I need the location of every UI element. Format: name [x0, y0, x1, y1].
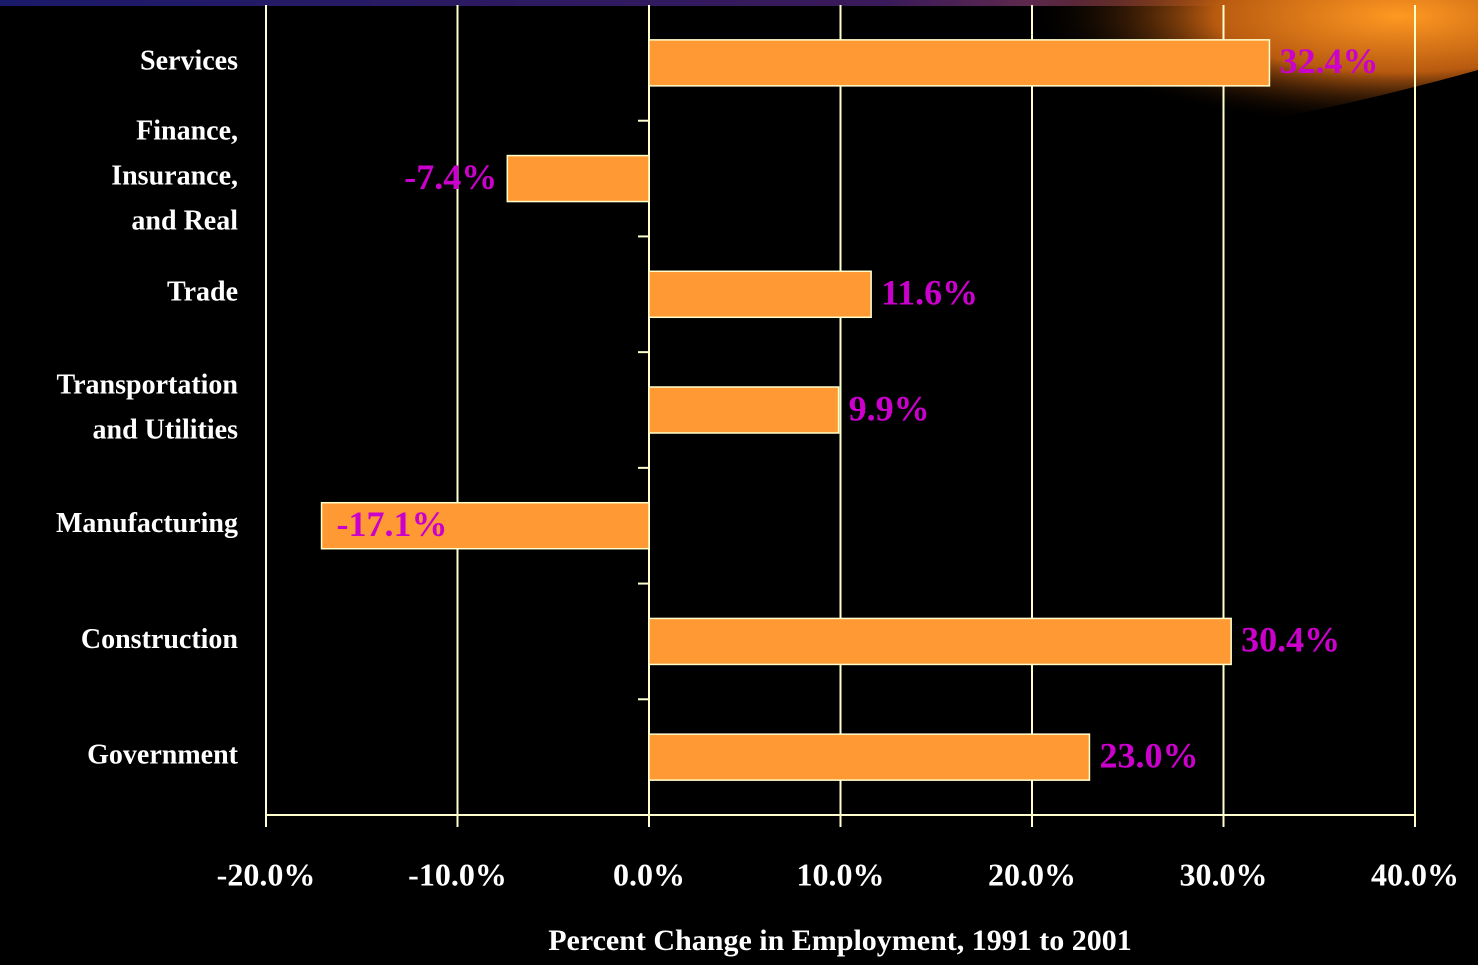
bar [648, 733, 1091, 781]
y-tick-label: Transportation and Utilities [57, 370, 239, 446]
x-tick-label: 0.0% [613, 856, 685, 892]
bar [648, 39, 1271, 87]
x-tick-label: 40.0% [1371, 856, 1459, 892]
bar [320, 501, 650, 550]
x-tick-label: 30.0% [1180, 856, 1268, 892]
data-label: 32.4% [1279, 41, 1378, 81]
data-label: -7.4% [404, 157, 497, 197]
bar [648, 386, 840, 434]
x-tick-label: 20.0% [988, 856, 1076, 892]
data-label: 11.6% [881, 273, 978, 313]
y-tick-label: Trade [167, 277, 238, 308]
top-stripe [0, 0, 1478, 6]
x-tick-label: -10.0% [408, 856, 507, 892]
x-tick-label: 10.0% [797, 856, 885, 892]
y-tick-label: Finance, Insurance, and Real [111, 116, 238, 237]
data-label: -17.1% [337, 504, 448, 544]
bar [648, 270, 872, 319]
bar [648, 617, 1232, 666]
data-label: 9.9% [849, 388, 930, 428]
data-label: 23.0% [1099, 735, 1198, 775]
x-axis-title: Percent Change in Employment, 1991 to 20… [548, 924, 1132, 957]
data-label: 30.4% [1241, 620, 1340, 660]
y-tick-label: Services [140, 45, 238, 76]
bar [506, 154, 650, 203]
x-tick-label: -20.0% [217, 856, 316, 892]
y-tick-label: Construction [81, 624, 239, 655]
y-tick-label: Manufacturing [56, 508, 238, 539]
y-tick-label: Government [87, 740, 239, 771]
